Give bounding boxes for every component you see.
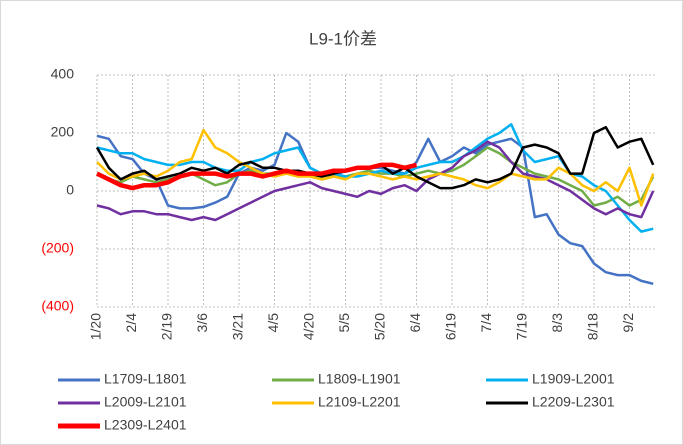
- x-tick-label: 5/5: [336, 313, 352, 333]
- legend-label: L2009-L2101: [104, 394, 187, 410]
- series-line: [96, 128, 655, 207]
- x-tick-label: 2/19: [159, 313, 175, 340]
- series-line: [96, 162, 418, 191]
- x-tick-label: 4/5: [265, 313, 281, 333]
- x-tick-label: 6/4: [407, 313, 423, 333]
- legend-label: L1709-L1801: [104, 371, 187, 387]
- legend-label: L2309-L2401: [104, 417, 187, 433]
- x-tick-label: 6/19: [443, 313, 459, 340]
- y-tick-label: (400): [41, 298, 74, 314]
- chart-title: L9-1价差: [309, 29, 377, 48]
- x-tick-label: 9/2: [620, 313, 636, 333]
- x-tick-label: 8/18: [585, 313, 601, 340]
- x-tick-label: 7/19: [514, 313, 530, 340]
- y-tick-label: 400: [51, 66, 75, 82]
- x-tick-label: 7/4: [478, 313, 494, 333]
- legend-label: L1909-L2001: [532, 371, 615, 387]
- legend-label: L2209-L2301: [532, 394, 615, 410]
- x-tick-label: 2/4: [123, 313, 139, 333]
- x-tick-label: 4/20: [301, 313, 317, 340]
- x-tick-label: 5/20: [372, 313, 388, 340]
- legend-label: L1809-L1901: [318, 371, 401, 387]
- legend-label: L2109-L2201: [318, 394, 401, 410]
- y-tick-label: 0: [66, 182, 74, 198]
- y-tick-label: 200: [51, 124, 75, 140]
- series-line: [96, 140, 655, 222]
- y-tick-label: (200): [41, 240, 74, 256]
- x-tick-label: 3/6: [194, 313, 210, 333]
- x-tick-label: 8/3: [549, 313, 565, 333]
- x-tick-label: 1/20: [88, 313, 104, 340]
- x-tick-label: 3/21: [230, 313, 246, 340]
